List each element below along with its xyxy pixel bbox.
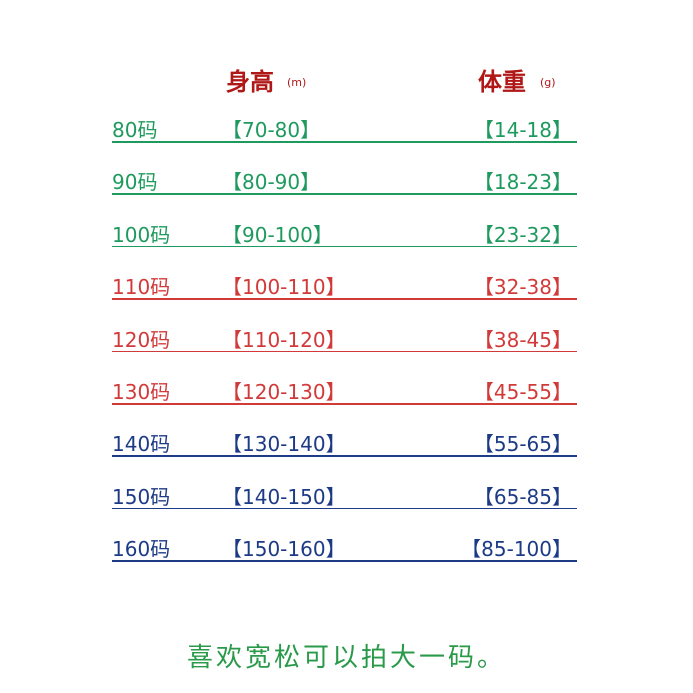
- size-label: 120码: [112, 327, 171, 352]
- height-range: 【110-120】: [222, 327, 346, 352]
- height-unit: (m): [287, 76, 307, 89]
- row-rule: [112, 350, 577, 353]
- weight-range: 【55-65】: [473, 432, 572, 457]
- weight-unit: (g): [540, 76, 556, 89]
- row-rule: [112, 507, 577, 510]
- height-header: 身高: [226, 67, 274, 96]
- weight-range: 【65-85】: [473, 484, 572, 509]
- weight-range: 【18-23】: [473, 170, 572, 195]
- height-range: 【120-130】: [222, 380, 346, 404]
- weight-range: 【32-38】: [473, 275, 572, 300]
- weight-header: 体重: [478, 67, 526, 96]
- row-rule: [112, 298, 577, 300]
- weight-range: 【14-18】: [473, 118, 572, 142]
- row-rule: [112, 141, 577, 143]
- height-range: 【130-140】: [222, 432, 346, 457]
- row-rule: [112, 193, 577, 195]
- row-rule: [112, 403, 577, 405]
- height-range: 【140-150】: [222, 484, 346, 509]
- height-range: 【100-110】: [222, 275, 346, 300]
- footer-note: 喜欢宽松可以拍大一码。: [186, 643, 506, 673]
- size-label: 90码: [112, 170, 158, 195]
- height-range: 【90-100】: [222, 222, 333, 247]
- weight-range: 【23-32】: [473, 222, 572, 247]
- weight-range: 【38-45】: [473, 327, 572, 352]
- height-range: 【70-80】: [222, 118, 321, 142]
- height-range: 【150-160】: [222, 537, 346, 562]
- row-rule: [112, 455, 577, 457]
- weight-range: 【85-100】: [461, 537, 572, 562]
- size-label: 110码: [112, 275, 171, 300]
- row-rule: [112, 560, 577, 562]
- size-label: 100码: [112, 222, 171, 247]
- size-label: 80码: [112, 118, 158, 142]
- weight-range: 【45-55】: [473, 380, 572, 404]
- size-label: 140码: [112, 432, 171, 457]
- height-range: 【80-90】: [222, 170, 321, 195]
- size-label: 130码: [112, 380, 171, 404]
- size-label: 150码: [112, 484, 171, 509]
- size-label: 160码: [112, 537, 171, 562]
- row-rule: [112, 245, 577, 248]
